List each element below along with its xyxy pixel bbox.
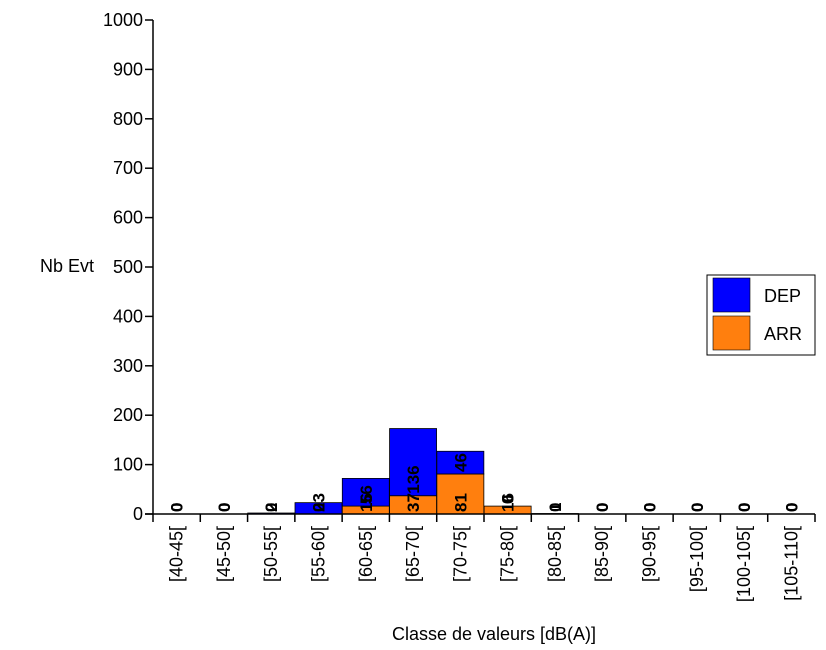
data-label: 0 <box>546 503 565 512</box>
x-category-label: [60-65[ <box>356 526 376 582</box>
legend-label: ARR <box>764 324 802 344</box>
data-label: 56 <box>357 485 376 504</box>
data-label: 0 <box>735 503 754 512</box>
y-axis-title: Nb Evt <box>40 256 94 276</box>
data-label: 0 <box>641 503 660 512</box>
data-label: 2 <box>262 503 281 512</box>
x-category-label: [40-45[ <box>167 526 187 582</box>
y-tick-label: 0 <box>133 504 143 524</box>
data-label: 16 <box>357 493 376 512</box>
x-category-label: [75-80[ <box>498 526 518 582</box>
y-axis-ticks: 0 100 200 300 400 500 600 700 800 900 1000 <box>103 10 153 524</box>
data-label: 0 <box>168 503 187 512</box>
data-label: 0 <box>688 503 707 512</box>
x-category-label: [95-100[ <box>687 526 707 592</box>
x-category-label: [70-75[ <box>450 526 470 582</box>
bar-segment <box>436 473 485 515</box>
data-label: 0 <box>499 495 518 504</box>
data-label: 23 <box>310 493 329 512</box>
y-tick-label: 200 <box>113 405 143 425</box>
y-tick-label: 1000 <box>103 10 143 30</box>
data-label: 0 <box>782 503 801 512</box>
data-label: 0 <box>215 503 234 512</box>
y-tick-label: 800 <box>113 109 143 129</box>
legend-label: DEP <box>764 286 801 306</box>
bar-segment <box>389 428 437 497</box>
data-label: 0 <box>310 503 329 512</box>
data-label: 0 <box>168 503 187 512</box>
data-label: 16 <box>499 493 518 512</box>
y-tick-label: 100 <box>113 455 143 475</box>
legend-swatch <box>712 315 751 351</box>
data-label: 0 <box>688 503 707 512</box>
data-label: 0 <box>262 503 281 512</box>
x-category-label: [85-90[ <box>592 526 612 582</box>
x-category-label: [55-60[ <box>309 526 329 582</box>
y-tick-label: 400 <box>113 306 143 326</box>
x-category-label: [65-70[ <box>403 526 423 582</box>
x-axis-title: Classe de valeurs [dB(A)] <box>392 624 596 644</box>
x-category-label: [80-85[ <box>545 526 565 582</box>
y-tick-label: 600 <box>113 208 143 228</box>
y-tick-label: 300 <box>113 356 143 376</box>
bar-segment <box>341 478 390 507</box>
data-label: 136 <box>404 465 423 493</box>
x-category-label: [100-105[ <box>734 526 754 602</box>
legend-swatch <box>712 277 751 313</box>
data-label: 0 <box>782 503 801 512</box>
data-label: 37 <box>404 493 423 512</box>
legend: DEP ARR <box>706 274 816 356</box>
data-label: 0 <box>735 503 754 512</box>
data-label: 0 <box>593 503 612 512</box>
y-tick-label: 500 <box>113 257 143 277</box>
y-tick-label: 700 <box>113 158 143 178</box>
data-label: 46 <box>451 453 470 472</box>
data-label: 0 <box>215 503 234 512</box>
x-axis-ticks: [40-45[ [45-50[ [50-55[ [55-60[ [60-65[ [65-7… <box>152 514 816 602</box>
x-category-label: [45-50[ <box>214 526 234 582</box>
data-label: 0 <box>641 503 660 512</box>
data-label: 1 <box>546 503 565 512</box>
y-tick-label: 900 <box>113 59 143 79</box>
bar-segment <box>436 450 485 475</box>
x-category-label: [50-55[ <box>261 526 281 582</box>
x-category-label: [105-110[ <box>781 526 801 601</box>
data-label: 81 <box>451 493 470 512</box>
x-category-label: [90-95[ <box>640 526 660 582</box>
data-label: 0 <box>593 503 612 512</box>
